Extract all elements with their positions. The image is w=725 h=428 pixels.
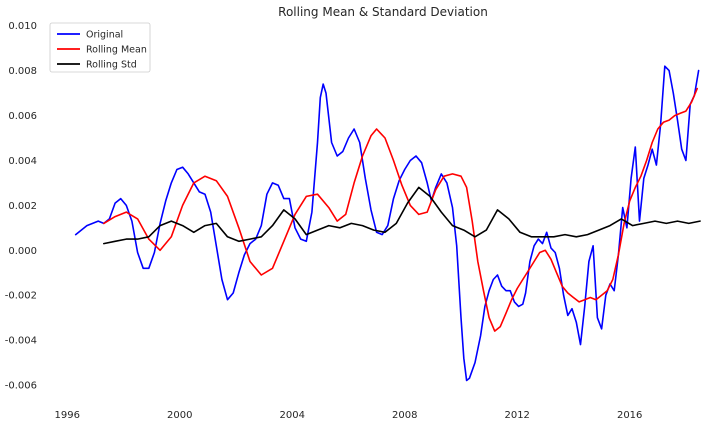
y-tick-label: 0.000 — [8, 246, 37, 257]
x-tick-label: 2012 — [504, 410, 529, 421]
y-tick-label: -0.006 — [5, 381, 37, 392]
legend: Original Rolling Mean Rolling Std — [49, 22, 151, 73]
y-tick-label: -0.002 — [5, 291, 37, 302]
y-axis-ticks: -0.006 -0.004 -0.002 0.000 0.002 0.004 0.006 0.… — [5, 21, 37, 391]
x-tick-label: 2008 — [392, 410, 417, 421]
legend-entry: Rolling Mean — [57, 45, 147, 56]
x-tick-label: 2016 — [617, 410, 642, 421]
y-tick-label: -0.004 — [5, 336, 37, 347]
x-tick-label: 2000 — [167, 410, 192, 421]
y-tick-label: 0.006 — [8, 111, 37, 122]
legend-label: Rolling Std — [86, 60, 137, 71]
chart-title: Rolling Mean & Standard Deviation — [278, 5, 488, 19]
legend-items: Original Rolling Mean Rolling Std — [57, 30, 147, 71]
legend-label: Original — [86, 30, 123, 41]
x-axis-ticks: 1996 2000 2004 2008 2012 2016 — [55, 410, 643, 421]
y-tick-label: 0.002 — [8, 201, 37, 212]
y-tick-label: 0.004 — [8, 156, 37, 167]
y-tick-label: 0.008 — [8, 66, 37, 77]
x-tick-label: 1996 — [55, 410, 80, 421]
legend-box — [49, 22, 151, 73]
legend-entry: Original — [57, 30, 123, 41]
legend-entry: Rolling Std — [57, 60, 137, 71]
series-lines — [74, 65, 701, 382]
series-line-rolling-std — [103, 186, 701, 245]
y-tick-label: 0.010 — [8, 21, 37, 32]
series-line-rolling-mean — [103, 87, 699, 332]
x-tick-label: 2004 — [280, 410, 305, 421]
legend-label: Rolling Mean — [86, 45, 147, 56]
